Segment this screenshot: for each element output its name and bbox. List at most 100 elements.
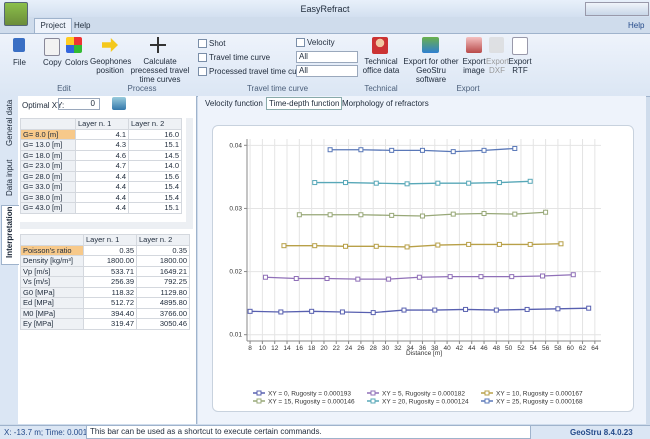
row-header[interactable]: G= 8.0 [m] bbox=[20, 128, 76, 140]
side-tab[interactable]: Interpretation bbox=[5, 206, 14, 258]
scrollbar[interactable] bbox=[20, 222, 193, 229]
row-header[interactable]: G= 28.0 [m] bbox=[20, 170, 76, 182]
cell[interactable]: 15.1 bbox=[128, 202, 182, 214]
help-link[interactable]: Help bbox=[628, 21, 645, 30]
column-header[interactable]: Layer n. 1 bbox=[75, 118, 129, 130]
cell[interactable]: 0.35 bbox=[136, 244, 190, 256]
row-header[interactable]: Ed [MPa] bbox=[20, 297, 84, 309]
tab[interactable]: Project bbox=[34, 18, 72, 34]
column-header[interactable]: Layer n. 2 bbox=[136, 234, 190, 246]
cell[interactable]: 4.6 bbox=[75, 149, 129, 161]
cell[interactable]: 15.6 bbox=[128, 170, 182, 182]
row-header[interactable]: G= 13.0 [m] bbox=[20, 139, 76, 151]
button[interactable]: Calculate precessed travel time curves bbox=[130, 57, 190, 84]
cell[interactable]: 533.71 bbox=[83, 265, 137, 277]
cell[interactable]: 15.4 bbox=[128, 181, 182, 193]
row-header[interactable]: G= 23.0 [m] bbox=[20, 160, 76, 172]
export-icon[interactable] bbox=[422, 37, 439, 53]
checkbox[interactable] bbox=[198, 67, 207, 76]
export-image-icon[interactable] bbox=[466, 37, 482, 53]
cell[interactable]: 4.4 bbox=[75, 202, 129, 214]
side-tab-active[interactable] bbox=[1, 205, 19, 265]
button[interactable]: Technical office data bbox=[362, 57, 400, 75]
cell[interactable]: 15.4 bbox=[128, 191, 182, 203]
button[interactable]: Export for other GeoStru software bbox=[403, 57, 459, 84]
cell[interactable]: 4.4 bbox=[75, 170, 129, 182]
file-icon[interactable] bbox=[13, 38, 25, 52]
side-tab[interactable]: Data input bbox=[5, 159, 14, 196]
export-rtf-icon[interactable] bbox=[512, 37, 528, 55]
cell[interactable]: 512.72 bbox=[83, 297, 137, 309]
cell[interactable]: 14.5 bbox=[128, 149, 182, 161]
cell[interactable]: 1129.80 bbox=[136, 286, 190, 298]
calc-icon[interactable] bbox=[150, 37, 166, 53]
colors-icon[interactable] bbox=[66, 37, 82, 53]
row-header[interactable]: Density [kg/m³] bbox=[20, 255, 84, 267]
file-button[interactable]: File bbox=[13, 58, 26, 67]
checkbox[interactable] bbox=[198, 53, 207, 62]
cell[interactable]: 4895.80 bbox=[136, 297, 190, 309]
cell[interactable]: 15.1 bbox=[128, 139, 182, 151]
cell[interactable]: 0.35 bbox=[83, 244, 137, 256]
row-header[interactable]: Poisson's ratio bbox=[20, 244, 84, 256]
column-header[interactable]: Layer n. 1 bbox=[83, 234, 137, 246]
cell[interactable]: 118.32 bbox=[83, 286, 137, 298]
row-header[interactable]: Ey [MPa] bbox=[20, 318, 84, 330]
data-point bbox=[447, 274, 453, 280]
tab[interactable]: Help bbox=[74, 21, 91, 30]
row-header[interactable]: Vs [m/s] bbox=[20, 276, 84, 288]
button[interactable]: Geophones position bbox=[90, 57, 132, 75]
row-header[interactable]: G= 43.0 [m] bbox=[20, 202, 76, 214]
copy-icon[interactable] bbox=[44, 38, 60, 56]
button[interactable]: Copy bbox=[43, 58, 62, 67]
button[interactable]: Export RTF bbox=[508, 57, 532, 75]
checkbox-label[interactable]: Shot bbox=[209, 39, 226, 48]
optimal-input[interactable]: 0 bbox=[58, 98, 100, 110]
row-header[interactable]: G0 [MPa] bbox=[20, 286, 84, 298]
button[interactable]: Export image bbox=[462, 57, 486, 75]
cell[interactable]: 3766.00 bbox=[136, 307, 190, 319]
data-point bbox=[481, 147, 487, 153]
cell[interactable]: 792.25 bbox=[136, 276, 190, 288]
dropdown[interactable]: All bbox=[296, 65, 358, 77]
window-controls[interactable] bbox=[585, 2, 649, 16]
checkbox[interactable] bbox=[296, 38, 305, 47]
cell[interactable]: 319.47 bbox=[83, 318, 137, 330]
legend-label: XY = 20, Rugosity = 0.000124 bbox=[382, 398, 469, 405]
row-header[interactable]: Vp [m/s] bbox=[20, 265, 84, 277]
data-point bbox=[432, 307, 438, 313]
view-tab[interactable]: Morphology of refractors bbox=[342, 99, 429, 108]
row-header[interactable]: M0 [MPa] bbox=[20, 307, 84, 319]
cell[interactable]: 4.3 bbox=[75, 139, 129, 151]
cell[interactable]: 1800.00 bbox=[83, 255, 137, 267]
row-header[interactable]: G= 33.0 [m] bbox=[20, 181, 76, 193]
cell[interactable]: 4.4 bbox=[75, 181, 129, 193]
dropdown[interactable]: All bbox=[296, 51, 358, 63]
cell[interactable]: 256.39 bbox=[83, 276, 137, 288]
cell[interactable]: 4.7 bbox=[75, 160, 129, 172]
cell[interactable]: 4.1 bbox=[75, 128, 129, 140]
cell[interactable]: 4.4 bbox=[75, 191, 129, 203]
checkbox[interactable] bbox=[198, 39, 207, 48]
cell[interactable]: 394.40 bbox=[83, 307, 137, 319]
cell[interactable]: 14.0 bbox=[128, 160, 182, 172]
technical-icon[interactable] bbox=[372, 37, 388, 54]
side-tab[interactable]: General data bbox=[5, 99, 14, 146]
view-tab[interactable]: Time-depth function bbox=[266, 97, 343, 110]
column-header[interactable]: Layer n. 2 bbox=[128, 118, 182, 130]
scrollbar[interactable] bbox=[186, 118, 193, 222]
view-tab[interactable]: Velocity function bbox=[205, 99, 263, 108]
button[interactable]: Colors bbox=[65, 58, 89, 67]
row-header[interactable]: G= 18.0 [m] bbox=[20, 149, 76, 161]
checkbox-label[interactable]: Velocity bbox=[307, 38, 335, 47]
command-bar[interactable]: This bar can be used as a shortcut to ex… bbox=[86, 425, 531, 439]
checkbox-label[interactable]: Travel time curve bbox=[209, 53, 271, 62]
cell[interactable]: 1800.00 bbox=[136, 255, 190, 267]
row-header[interactable]: G= 38.0 [m] bbox=[20, 191, 76, 203]
app-icon[interactable] bbox=[4, 2, 28, 26]
cell[interactable]: 3050.46 bbox=[136, 318, 190, 330]
checkbox-label[interactable]: Processed travel time curves bbox=[209, 67, 312, 76]
cell[interactable]: 1649.21 bbox=[136, 265, 190, 277]
cell[interactable]: 16.0 bbox=[128, 128, 182, 140]
optimize-button[interactable] bbox=[112, 97, 126, 110]
